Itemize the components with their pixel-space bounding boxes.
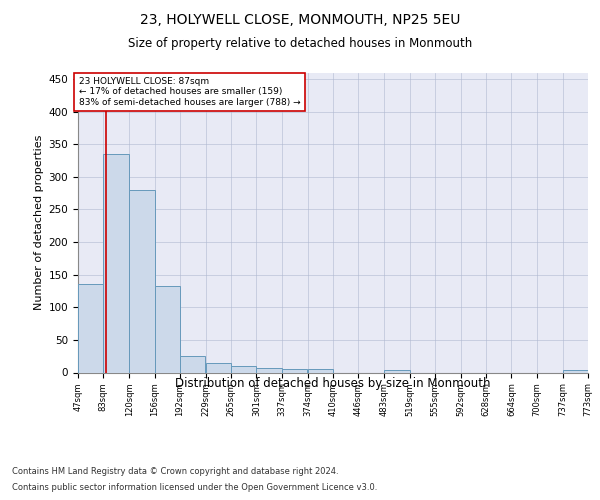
Bar xyxy=(563,370,588,372)
Bar xyxy=(256,368,282,372)
Text: Contains HM Land Registry data © Crown copyright and database right 2024.: Contains HM Land Registry data © Crown c… xyxy=(12,468,338,476)
Bar xyxy=(282,369,307,372)
Bar xyxy=(308,369,333,372)
Text: Size of property relative to detached houses in Monmouth: Size of property relative to detached ho… xyxy=(128,38,472,51)
Text: Contains public sector information licensed under the Open Government Licence v3: Contains public sector information licen… xyxy=(12,482,377,492)
Bar xyxy=(129,190,155,372)
Text: 23, HOLYWELL CLOSE, MONMOUTH, NP25 5EU: 23, HOLYWELL CLOSE, MONMOUTH, NP25 5EU xyxy=(140,12,460,26)
Bar xyxy=(206,362,231,372)
Y-axis label: Number of detached properties: Number of detached properties xyxy=(34,135,44,310)
Bar xyxy=(78,284,103,372)
Text: Distribution of detached houses by size in Monmouth: Distribution of detached houses by size … xyxy=(175,378,491,390)
Bar xyxy=(231,366,256,372)
Bar xyxy=(155,286,180,372)
Bar xyxy=(384,370,410,372)
Bar xyxy=(103,154,128,372)
Text: 23 HOLYWELL CLOSE: 87sqm
← 17% of detached houses are smaller (159)
83% of semi-: 23 HOLYWELL CLOSE: 87sqm ← 17% of detach… xyxy=(79,77,301,107)
Bar xyxy=(180,356,205,372)
